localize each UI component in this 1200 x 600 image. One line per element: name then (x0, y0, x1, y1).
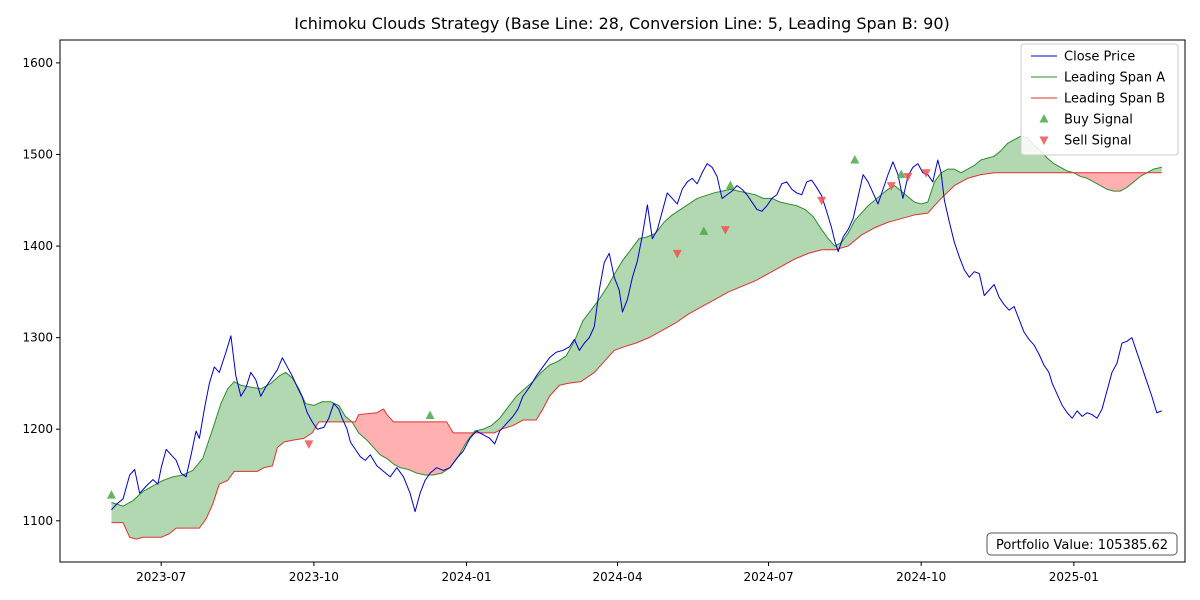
legend-box (1020, 43, 1179, 156)
buy-signal-marker (699, 226, 709, 235)
buy-signal-marker (896, 169, 906, 179)
sell-signal-marker (921, 169, 931, 178)
cloud-bullish (474, 136, 1076, 433)
buy-signal-marker (106, 490, 116, 499)
legend-buy-signal-swatch (1039, 114, 1049, 123)
axes-frame (59, 39, 1186, 563)
y-tick-label: 1300 (22, 331, 53, 345)
buy-signal-marker (425, 410, 435, 419)
portfolio-box: Portfolio Value: 105385.62 (986, 532, 1178, 556)
plot-area (106, 135, 1162, 540)
x-tick-label: 2025-01 (1049, 570, 1099, 584)
chart-title: Ichimoku Clouds Strategy (Base Line: 28,… (294, 14, 950, 33)
x-tick-label: 2023-07 (136, 570, 186, 584)
sell-signal-marker (720, 226, 730, 235)
y-tick-label: 1400 (22, 239, 53, 253)
cloud-bearish (353, 409, 475, 475)
plot-content (106, 135, 1162, 540)
buy-signal-marker (850, 154, 860, 164)
x-tick-label: 2024-10 (896, 570, 946, 584)
y-tick-label: 1500 (22, 147, 53, 161)
leading-span-b-line (111, 172, 1162, 540)
sell-signal-marker (672, 249, 682, 259)
y-tick-label: 1100 (22, 514, 53, 528)
sell-signal-marker (817, 196, 827, 206)
legend-leading-span-b-label: Leading Span B (1064, 92, 1165, 107)
portfolio-value-text: Portfolio Value: 105385.62 (996, 538, 1168, 553)
y-tick-label: 1600 (22, 56, 53, 70)
sell-signal-marker (304, 440, 314, 449)
legend-close-price-label: Close Price (1064, 50, 1135, 65)
axes: 1100 1200 1300 1400 1500 1600 2023-07 2023-10 20… (22, 39, 1186, 584)
cloud-bullish (111, 372, 354, 540)
y-tick-label: 1200 (22, 422, 53, 436)
legend-sell-signal-label: Sell Signal (1064, 134, 1132, 149)
buy-signal-marker (725, 180, 735, 190)
x-tick-label: 2024-04 (592, 570, 642, 584)
legend-leading-span-a-label: Leading Span A (1064, 71, 1165, 86)
legend: Close Price Leading Span A Leading Span B B… (1020, 43, 1179, 156)
x-tick-label: 2024-01 (441, 570, 491, 584)
sell-signal-marker (903, 172, 913, 182)
cloud-bullish (1146, 167, 1162, 173)
x-tick-label: 2023-10 (289, 570, 339, 584)
x-tick-label: 2024-07 (743, 570, 793, 584)
leading-span-a-line (111, 135, 1162, 507)
legend-sell-signal-swatch (1039, 136, 1049, 145)
cloud-bearish (1075, 172, 1147, 192)
portfolio-box-frame (986, 532, 1178, 556)
sell-signal-marker (886, 182, 896, 191)
legend-buy-signal-label: Buy Signal (1064, 113, 1133, 128)
close-price-line (111, 159, 1162, 513)
